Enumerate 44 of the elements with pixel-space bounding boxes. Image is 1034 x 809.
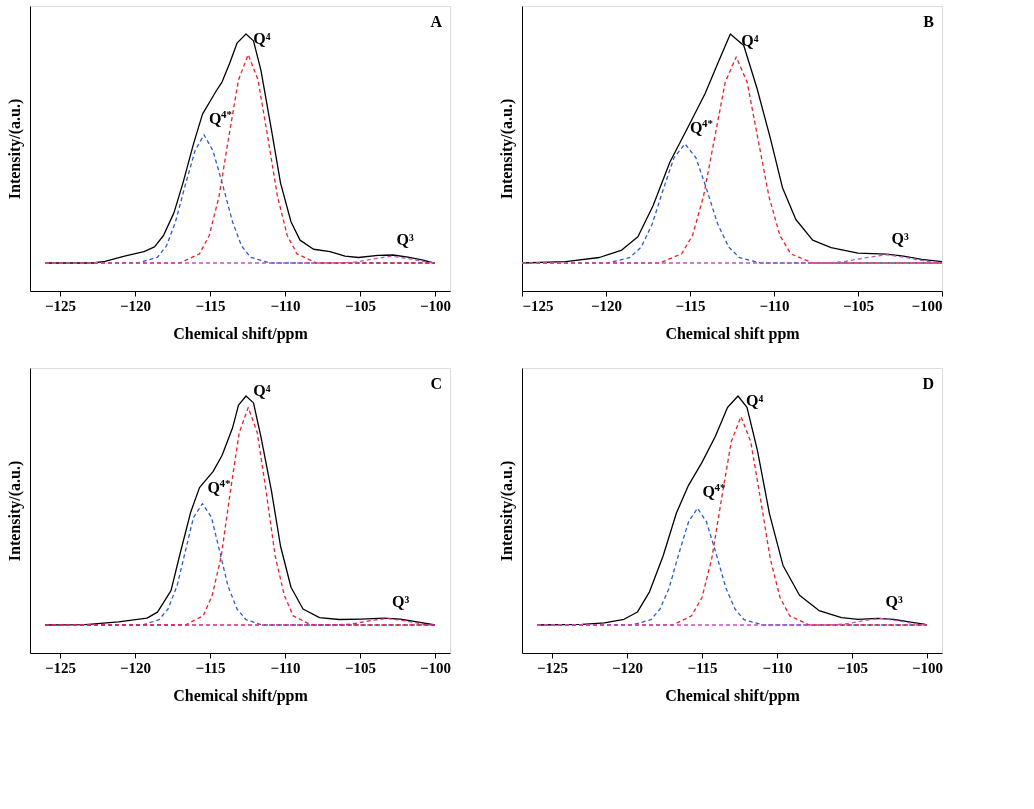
x-axis-title: Chemical shift ppm [665, 324, 801, 343]
annotation: Q⁴ [253, 382, 271, 400]
x-tick-label: −100 [419, 659, 452, 676]
chart-title: B [923, 13, 935, 30]
x-tick-label: −105 [842, 297, 875, 314]
x-tick-label: −115 [195, 297, 226, 314]
x-tick-label: −125 [44, 659, 77, 676]
chart-title: C [430, 375, 442, 392]
x-axis-title: Chemical shift/ppm [665, 686, 801, 705]
x-tick-label: −115 [675, 297, 706, 314]
y-axis-title: Intensity/(a.u.) [497, 98, 516, 200]
x-tick-label: −100 [911, 297, 943, 314]
x-tick-label: −120 [119, 297, 152, 314]
annotation: Q³ [891, 229, 910, 247]
x-tick-label: −105 [344, 659, 377, 676]
x-tick-label: −100 [911, 659, 944, 676]
y-axis-title: Intensity/(a.u.) [5, 460, 24, 562]
x-axis-title: Chemical shift/ppm [173, 324, 309, 343]
x-tick-label: −110 [270, 659, 301, 676]
y-axis-title: Intensity/(a.u.) [497, 460, 516, 562]
x-tick-label: −110 [759, 297, 790, 314]
x-tick-label: −125 [44, 297, 77, 314]
x-tick-label: −120 [611, 659, 644, 676]
annotation: Q³ [396, 231, 414, 249]
annotation: Q³ [885, 593, 903, 611]
chart-title: A [430, 13, 443, 30]
chart-title: D [922, 375, 934, 392]
x-tick-label: −110 [762, 659, 793, 676]
y-axis-title: Intensity/(a.u.) [5, 98, 24, 200]
annotation: Q⁴ [741, 31, 759, 49]
x-tick-label: −120 [590, 297, 623, 314]
annotation: Q⁴ [253, 29, 271, 47]
x-tick-label: −115 [687, 659, 718, 676]
x-tick-label: −105 [836, 659, 869, 676]
x-tick-label: −100 [419, 297, 452, 314]
x-tick-label: −105 [344, 297, 377, 314]
x-tick-label: −125 [536, 659, 569, 676]
x-axis-title: Chemical shift/ppm [173, 686, 309, 705]
x-tick-label: −110 [270, 297, 301, 314]
annotation: Q³ [392, 593, 410, 611]
annotation: Q⁴ [746, 391, 764, 409]
x-tick-label: −120 [119, 659, 152, 676]
x-tick-label: −115 [195, 659, 226, 676]
x-tick-label: −125 [522, 297, 554, 314]
